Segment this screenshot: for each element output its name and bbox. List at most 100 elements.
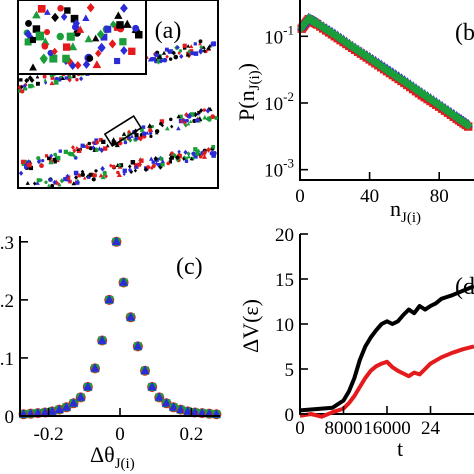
particle (201, 45, 206, 49)
inset-particle (25, 19, 32, 27)
series-line (299, 284, 474, 413)
particle (123, 140, 128, 145)
particle (178, 114, 183, 119)
particle (36, 156, 41, 161)
inset-particle (86, 2, 95, 13)
particle (211, 153, 216, 158)
particle (127, 164, 132, 169)
particle (67, 77, 72, 83)
particle (157, 58, 161, 62)
particle (127, 132, 132, 136)
data-point (118, 277, 129, 286)
panel-d-ticks: 0 8000 16000 24 20 15 10 5 0 (275, 225, 441, 439)
particle (101, 139, 106, 145)
y-tick-label: 10-1 (264, 22, 294, 48)
particle (168, 49, 173, 54)
inset-particle (76, 25, 85, 33)
y-tick-label: 0 (5, 407, 15, 428)
x-tick-label: 16000 (363, 418, 411, 439)
particle (172, 153, 177, 158)
particle (130, 134, 134, 138)
particle (30, 83, 35, 88)
particle (63, 177, 68, 182)
particle (212, 150, 217, 156)
data-point (154, 392, 164, 401)
panel-d-chart: 0 8000 16000 24 20 15 10 5 0 (d ΔV(ε) t (238, 225, 474, 461)
particle (137, 162, 142, 167)
inset-particle (32, 25, 41, 33)
particle (116, 170, 120, 175)
particle (176, 151, 182, 157)
particle (140, 128, 144, 133)
x-tick-label: 0 (295, 418, 305, 439)
particle (157, 54, 163, 59)
inset-particle (86, 55, 94, 62)
particle (43, 80, 48, 85)
data-point (440, 104, 450, 115)
particle (198, 39, 203, 44)
particle (158, 164, 163, 170)
x-tick-label: 24 (421, 418, 441, 439)
y-tick-label: 5 (285, 360, 295, 381)
particle (94, 139, 100, 146)
particle (149, 134, 153, 138)
particle (35, 74, 40, 79)
inset-particle (64, 7, 71, 14)
x-tick-label: 0.2 (180, 424, 204, 445)
data-point (140, 365, 150, 375)
particle (189, 112, 195, 117)
data-point (446, 108, 455, 119)
particle (35, 81, 40, 86)
particle (150, 56, 155, 62)
particle (186, 154, 191, 159)
particle (148, 131, 153, 136)
particle (25, 181, 30, 185)
particle (134, 133, 139, 138)
x-tick-label: 80 (430, 186, 449, 207)
particle (94, 169, 98, 173)
particle (58, 149, 62, 153)
data-point (61, 402, 72, 411)
particle (78, 76, 84, 82)
particle (202, 108, 207, 112)
panel-c-xlabel-sub: J(i) (115, 456, 135, 472)
panel-b-xlabel-sub: J(i) (401, 210, 421, 226)
panel-a-snapshot: (a) (17, 0, 219, 189)
particle (75, 180, 80, 185)
inset-particle (24, 29, 32, 39)
particle (175, 155, 180, 160)
particle (185, 52, 191, 57)
panel-c-xlabel-main: Δθ (90, 442, 115, 467)
particle (47, 156, 51, 161)
data-point (104, 294, 114, 304)
particle (176, 114, 181, 119)
particle (94, 138, 99, 143)
particle (65, 173, 70, 179)
particle (168, 57, 173, 61)
particle (22, 83, 27, 89)
panel-d-lines (299, 284, 474, 419)
particle (114, 142, 120, 148)
particle (165, 54, 169, 59)
particle (70, 145, 75, 150)
data-point (443, 106, 453, 117)
particle (189, 44, 194, 49)
particle (67, 73, 73, 79)
panel-a-inset-particles (23, 2, 143, 71)
particle (32, 181, 37, 186)
particle (100, 165, 105, 172)
particle (53, 160, 57, 164)
particle (165, 126, 170, 131)
particle (182, 46, 187, 50)
particle (72, 74, 76, 79)
particle (133, 164, 139, 169)
particle (206, 45, 212, 50)
particle (98, 137, 103, 142)
inset-particle (96, 29, 105, 39)
particle (188, 119, 193, 123)
particle (28, 165, 34, 171)
particle (193, 51, 199, 56)
particle (151, 160, 156, 164)
data-point (33, 408, 43, 417)
